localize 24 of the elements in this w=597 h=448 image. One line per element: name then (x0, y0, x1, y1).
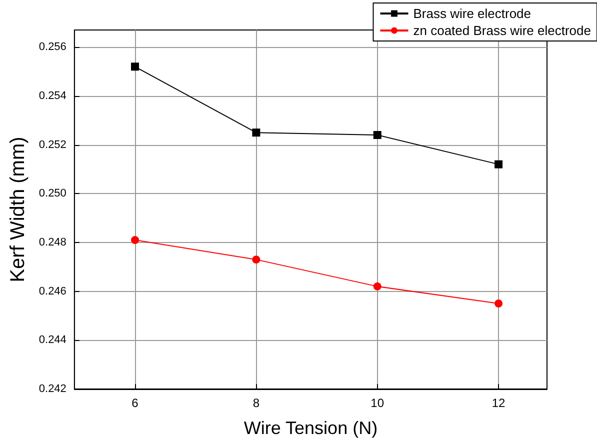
y-axis-title: Kerf Width (mm) (7, 136, 29, 282)
y-tick-label: 0.254 (38, 90, 66, 102)
x-tick-label: 10 (370, 396, 384, 410)
y-tick-label: 0.256 (38, 41, 66, 54)
x-tick-label: 6 (132, 396, 139, 410)
point (494, 300, 503, 308)
point (252, 128, 260, 137)
x-axis-title: Wire Tension (N) (244, 418, 378, 438)
y-tick-label: 0.242 (38, 383, 66, 395)
y-tick-label: 0.252 (38, 138, 66, 151)
legend-label: zn coated Brass wire electrode (413, 23, 592, 38)
y-tick-label: 0.244 (38, 334, 66, 346)
legend-label: Brass wire electrode (413, 6, 532, 21)
point (252, 256, 260, 264)
y-tick-label: 0.248 (38, 236, 66, 248)
point (373, 131, 382, 140)
point (131, 236, 140, 244)
y-tick-label: 0.246 (38, 285, 66, 298)
point (494, 160, 503, 168)
point (373, 282, 382, 290)
y-tick-label: 0.250 (38, 188, 66, 200)
x-tick-label: 8 (252, 396, 260, 410)
point (131, 62, 140, 71)
x-tick-label: 12 (492, 396, 506, 410)
